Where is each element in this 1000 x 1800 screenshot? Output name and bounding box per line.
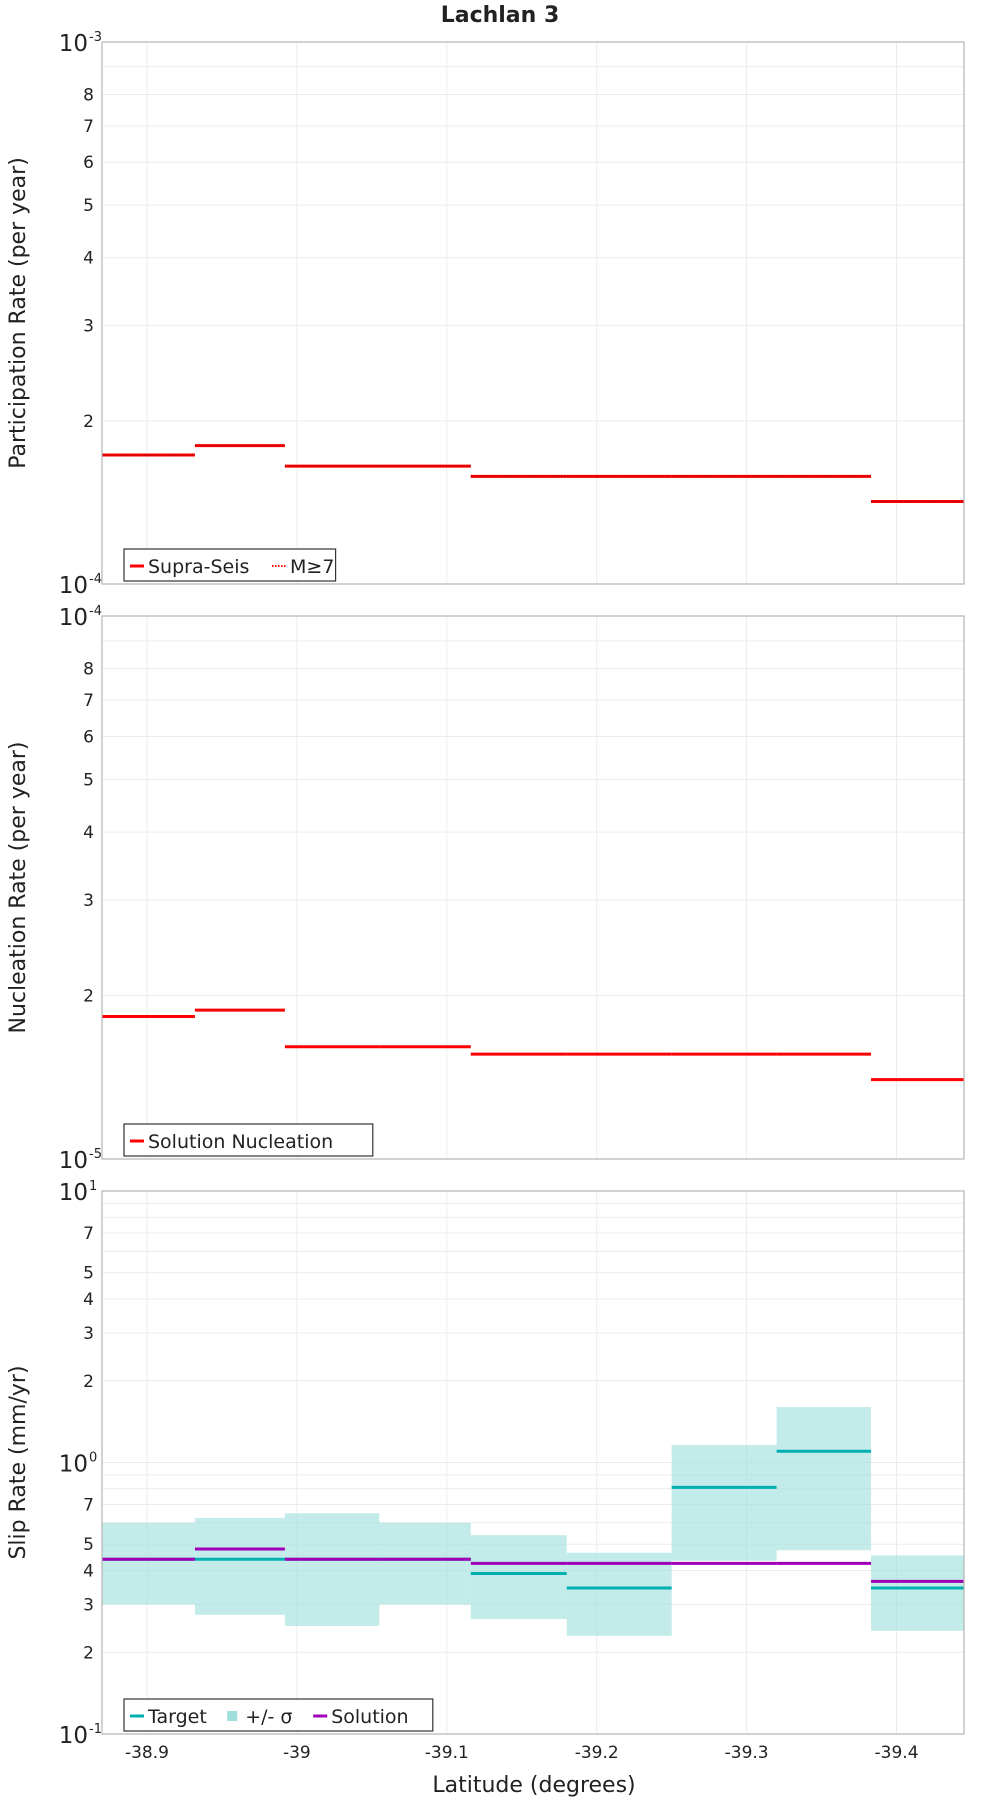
y-tick-label: 7 <box>83 1496 94 1516</box>
y-tick-exponent: 0 <box>89 1451 97 1466</box>
y-axis-label: Slip Rate (mm/yr) <box>6 1365 31 1559</box>
y-tick-exponent: -1 <box>89 1722 102 1737</box>
y-tick-label: 7 <box>83 691 94 711</box>
x-tick-label: -39.1 <box>425 1743 469 1763</box>
y-tick-label: 3 <box>83 1324 94 1344</box>
sigma-band-bin <box>379 1522 471 1605</box>
y-tick-label: 5 <box>83 1264 94 1284</box>
y-tick-label: 7 <box>83 117 94 137</box>
legend-label: Supra-Seis <box>148 556 249 578</box>
legend-label: Solution <box>331 1706 408 1728</box>
y-tick-label: 4 <box>83 1290 94 1310</box>
sigma-band-bin <box>871 1555 964 1631</box>
y-tick-label: 6 <box>83 727 94 747</box>
series-solution-nucleation <box>102 1008 964 1082</box>
plot-frame <box>101 41 965 585</box>
sigma-band-bin <box>470 1535 567 1620</box>
x-axis-label: Latitude (degrees) <box>432 1773 635 1798</box>
y-tick-label: 8 <box>83 660 94 680</box>
sigma-band-bin <box>566 1552 672 1636</box>
y-tick-label: 5 <box>83 1535 94 1555</box>
y-tick-label: 2 <box>83 1643 94 1663</box>
legend: Solution Nucleation <box>123 1123 374 1157</box>
chart-title: Lachlan 3 <box>441 3 560 28</box>
legend-box <box>123 1698 434 1732</box>
plot-area <box>102 616 964 1159</box>
x-tick-label: -39.3 <box>725 1743 769 1763</box>
y-axis-label: Nucleation Rate (per year) <box>6 742 31 1034</box>
y-tick-label: 2 <box>83 1372 94 1392</box>
legend-box <box>123 1123 374 1157</box>
y-tick-exponent: -4 <box>89 572 102 587</box>
y-tick-label-major: 10 <box>59 605 88 631</box>
legend-box <box>123 548 337 582</box>
x-tick-label: -39.2 <box>575 1743 619 1763</box>
sigma-band-bin <box>284 1513 380 1626</box>
y-tick-label: 4 <box>83 823 94 843</box>
y-tick-label-major: 10 <box>59 1723 88 1749</box>
y-tick-label: 3 <box>83 316 94 336</box>
legend-label: Target <box>147 1706 207 1728</box>
plot-frame <box>101 615 965 1160</box>
y-axis-label: Participation Rate (per year) <box>6 157 31 469</box>
y-tick-exponent: -4 <box>89 604 102 619</box>
y-tick-label-major: 10 <box>59 573 88 599</box>
y-tick-label-major: 10 <box>59 1180 88 1206</box>
y-tick-exponent: -5 <box>89 1147 102 1162</box>
legend-label: +/- σ <box>245 1706 292 1728</box>
y-tick-label: 6 <box>83 153 94 173</box>
plot-area <box>102 42 964 584</box>
y-tick-label: 5 <box>83 196 94 216</box>
sigma-band-bin <box>194 1517 285 1615</box>
legend: Supra-Seis M≥7 <box>123 548 337 582</box>
y-tick-label: 5 <box>83 770 94 790</box>
y-tick-label: 2 <box>83 412 94 432</box>
series-solution <box>102 1547 964 1583</box>
y-tick-label-major: 10 <box>59 31 88 57</box>
y-tick-label: 4 <box>83 249 94 269</box>
plot-frame <box>101 1190 965 1735</box>
y-tick-label: 2 <box>83 987 94 1007</box>
sigma-band-bin <box>102 1522 195 1605</box>
legend-swatch <box>227 1711 238 1721</box>
legend-label: Solution Nucleation <box>148 1131 333 1153</box>
y-tick-label: 7 <box>83 1224 94 1244</box>
sigma-band-bin <box>671 1444 777 1561</box>
y-tick-exponent: -3 <box>89 30 102 45</box>
y-tick-label-major: 10 <box>59 1452 88 1478</box>
y-tick-label: 4 <box>83 1562 94 1582</box>
sigma-band-bin <box>776 1407 872 1551</box>
y-tick-label: 8 <box>83 86 94 106</box>
y-tick-label: 3 <box>83 891 94 911</box>
x-tick-label: -39 <box>283 1743 311 1763</box>
legend-label: M≥7 <box>290 556 334 578</box>
x-tick-label: -38.9 <box>125 1743 169 1763</box>
y-tick-exponent: 1 <box>89 1179 97 1194</box>
y-tick-label: 3 <box>83 1595 94 1615</box>
y-tick-label-major: 10 <box>59 1148 88 1174</box>
series-m-7 <box>102 444 964 503</box>
x-tick-label: -39.4 <box>875 1743 919 1763</box>
legend: Target +/- σ Solution <box>123 1698 434 1732</box>
